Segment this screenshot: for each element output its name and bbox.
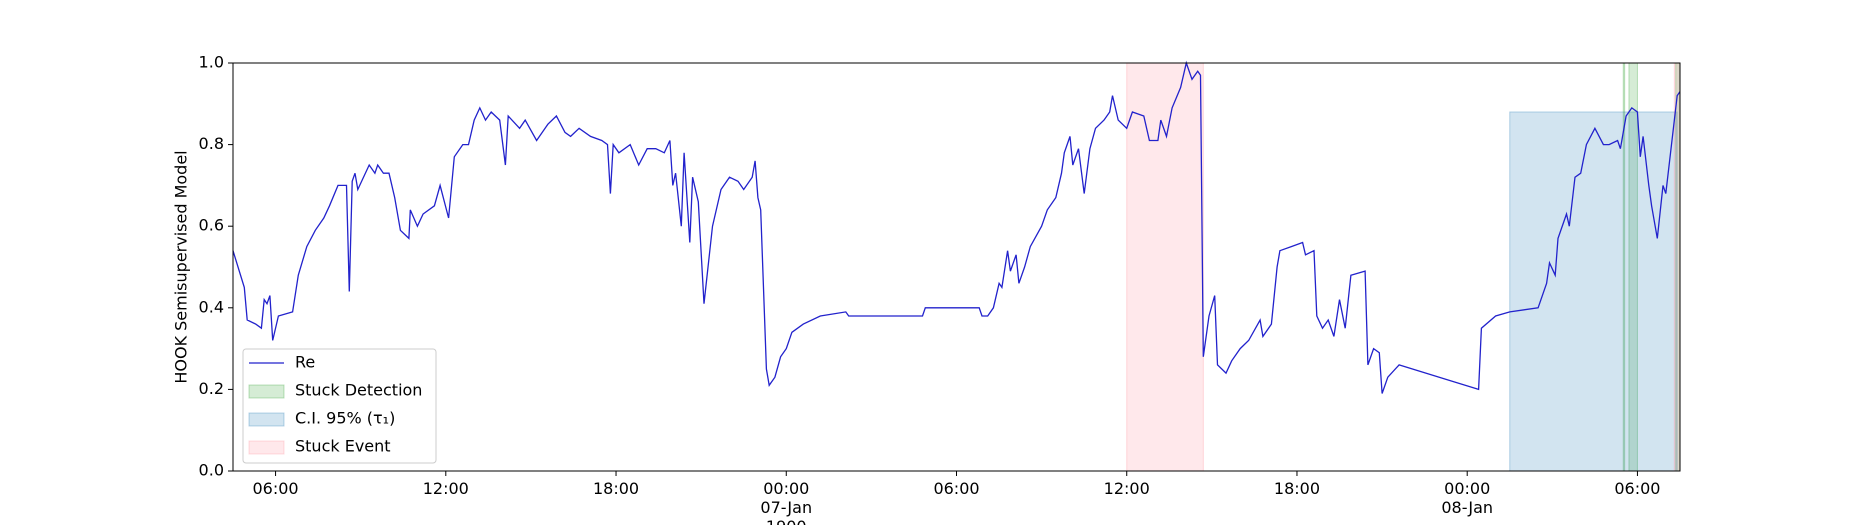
legend-label: Stuck Event [295, 437, 391, 456]
x-tick-label: 06:00 [933, 479, 979, 498]
axes-frame [232, 62, 1681, 472]
y-tick-label: 1.0 [199, 53, 224, 72]
y-tick-label: 0.4 [199, 297, 224, 316]
line [232, 60, 1681, 394]
x-tick-label: 18:00 [593, 479, 639, 498]
x-tick-label: 12:00 [423, 479, 469, 498]
legend-patch [248, 440, 285, 455]
legend-patch [248, 384, 285, 399]
legend-patch [248, 412, 285, 427]
x-tick-label: 12:00 [1104, 479, 1150, 498]
y-tick-label: 0.6 [199, 216, 224, 235]
legend-label: C.I. 95% (τ₁) [295, 409, 395, 428]
x-tick-label: 18:00 [1274, 479, 1320, 498]
y-tick-label: 0.8 [199, 134, 224, 153]
legend-label: Re [295, 353, 315, 372]
x-tick-label: 00:00 08-Jan [1441, 479, 1493, 517]
span [1673, 62, 1681, 472]
span [1126, 62, 1204, 472]
y-tick-label: 0.2 [199, 379, 224, 398]
y-tick-label: 0.0 [199, 461, 224, 480]
y-axis-label: HOOK Semisupervised Model [172, 150, 191, 383]
legend-label: Stuck Detection [295, 381, 422, 400]
x-tick-label: 06:00 [253, 479, 299, 498]
legend-box [242, 348, 437, 464]
x-tick-label: 06:00 [1614, 479, 1660, 498]
span [1509, 111, 1678, 472]
